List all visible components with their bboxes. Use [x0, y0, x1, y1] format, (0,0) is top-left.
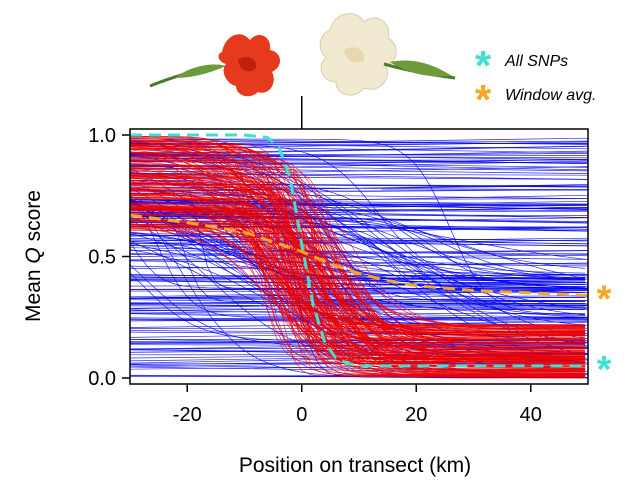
blue-cline [130, 253, 588, 260]
blue-cline [130, 213, 588, 216]
red-cline [130, 184, 586, 338]
x-axis: -20 0 20 40 [173, 384, 542, 426]
blue-cline-bundle [130, 137, 588, 379]
red-flower-sepal [175, 64, 226, 78]
blue-cline [130, 208, 588, 211]
legend-label-window-avg: Window avg. [505, 87, 596, 104]
red-cline [130, 144, 586, 342]
y-axis-title: Mean Q score [22, 190, 45, 322]
blue-cline [130, 155, 588, 159]
y-axis-title-prefix: Mean [22, 264, 45, 322]
blue-cline [130, 141, 588, 150]
legend-label-all-snps: All SNPs [504, 53, 568, 70]
blue-cline [130, 338, 588, 348]
blue-cline [130, 217, 588, 226]
blue-cline [130, 233, 586, 281]
red-cline [130, 140, 586, 371]
red-cline [130, 152, 586, 364]
blue-cline [130, 260, 588, 265]
blue-cline [130, 203, 588, 205]
red-cline [130, 193, 586, 377]
y-axis-title-suffix: score [22, 190, 45, 247]
blue-cline [130, 299, 588, 307]
red-cline [130, 227, 586, 332]
red-cline [130, 151, 586, 365]
blue-cline [130, 179, 586, 269]
red-cline [130, 207, 586, 340]
red-cline [130, 159, 586, 343]
red-cline [130, 227, 586, 372]
blue-cline [130, 203, 586, 304]
red-cline [130, 196, 586, 354]
y-tick-label: 0.0 [88, 368, 116, 390]
window-avg-line [130, 213, 588, 297]
blue-cline [130, 234, 588, 242]
y-tick-label: 1.0 [88, 125, 116, 147]
red-cline [130, 198, 586, 333]
blue-cline [130, 145, 588, 156]
legend-marker-window-avg: * [475, 76, 492, 123]
cream-flower-throat [344, 47, 365, 63]
blue-cline [130, 239, 588, 247]
red-cline [130, 161, 586, 341]
red-cline [130, 196, 586, 355]
blue-cline [130, 247, 588, 257]
blue-cline [130, 250, 588, 257]
red-cline [130, 206, 586, 375]
red-cline [130, 144, 586, 344]
blue-cline [130, 249, 588, 255]
red-cline [130, 146, 586, 328]
red-cline [130, 205, 586, 372]
window-avg-end-marker: * [597, 278, 612, 320]
blue-cline [130, 260, 588, 267]
red-cline [130, 227, 586, 370]
red-cline [130, 151, 586, 327]
blue-cline [130, 194, 588, 205]
x-tick-label: 0 [296, 404, 307, 426]
red-flower-throat [238, 57, 257, 72]
red-cline [130, 183, 586, 364]
y-axis-title-q: Q [22, 247, 45, 263]
x-tick-label: 20 [405, 404, 427, 426]
red-cline [130, 149, 586, 356]
blue-cline [130, 175, 588, 180]
red-cline [130, 149, 586, 330]
cream-flower-sepal [390, 60, 452, 77]
red-cline [130, 202, 586, 376]
blue-cline [130, 265, 588, 276]
red-cline [130, 160, 586, 360]
x-tick-label: -20 [173, 404, 202, 426]
red-cline [130, 178, 586, 377]
cream-flower-illustration [319, 13, 456, 96]
red-cline [130, 206, 586, 326]
blue-cline [130, 278, 588, 290]
blue-cline [130, 312, 588, 320]
y-axis: 0.0 0.5 1.0 [88, 125, 130, 390]
all-snps-line [130, 133, 588, 368]
legend: * All SNPs * Window avg. [475, 42, 597, 123]
x-axis-title: Position on transect (km) [239, 454, 471, 477]
red-cline [130, 209, 586, 338]
x-tick-label: 40 [520, 404, 542, 426]
red-cline [130, 182, 586, 339]
red-cline [130, 143, 586, 359]
red-flower-illustration [149, 34, 281, 97]
red-cline-bundle [130, 136, 586, 379]
legend-marker-all-snps: * [475, 42, 492, 89]
y-tick-label: 0.5 [88, 247, 116, 269]
red-cline [130, 170, 586, 376]
red-cline [130, 154, 586, 351]
all-snps-end-marker: * [597, 349, 612, 391]
